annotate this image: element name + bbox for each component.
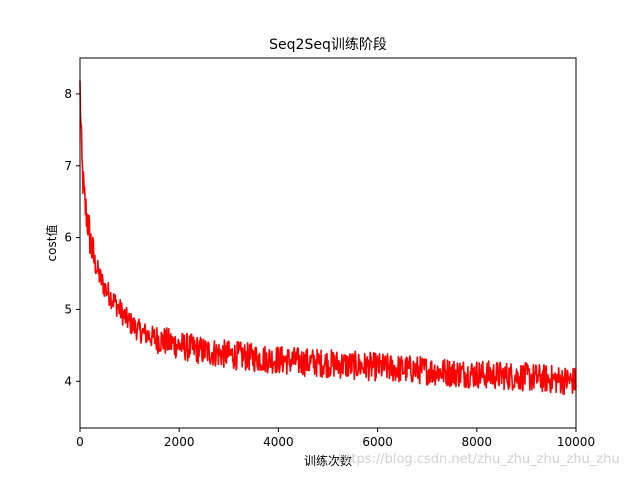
watermark-text: https://blog.csdn.net/zhu_zhu_zhu_zhu_zh… <box>338 452 620 467</box>
cost-series-line <box>79 80 577 396</box>
x-tick-label: 8000 <box>462 435 493 449</box>
x-axis-label: 训练次数 <box>304 453 352 468</box>
y-tick-label: 8 <box>64 87 72 101</box>
x-tick-label: 10000 <box>557 435 595 449</box>
y-tick-label: 6 <box>64 231 72 245</box>
x-tick-label: 6000 <box>362 435 393 449</box>
y-tick-label: 4 <box>64 374 72 388</box>
y-tick-label: 7 <box>64 159 72 173</box>
y-tick-label: 5 <box>64 302 72 316</box>
x-tick-label: 2000 <box>164 435 195 449</box>
x-tick-label: 4000 <box>263 435 294 449</box>
chart-title: Seq2Seq训练阶段 <box>269 37 387 53</box>
y-axis-label: cost值 <box>44 225 59 262</box>
plot-frame <box>79 57 577 429</box>
x-tick-label: 0 <box>76 435 84 449</box>
